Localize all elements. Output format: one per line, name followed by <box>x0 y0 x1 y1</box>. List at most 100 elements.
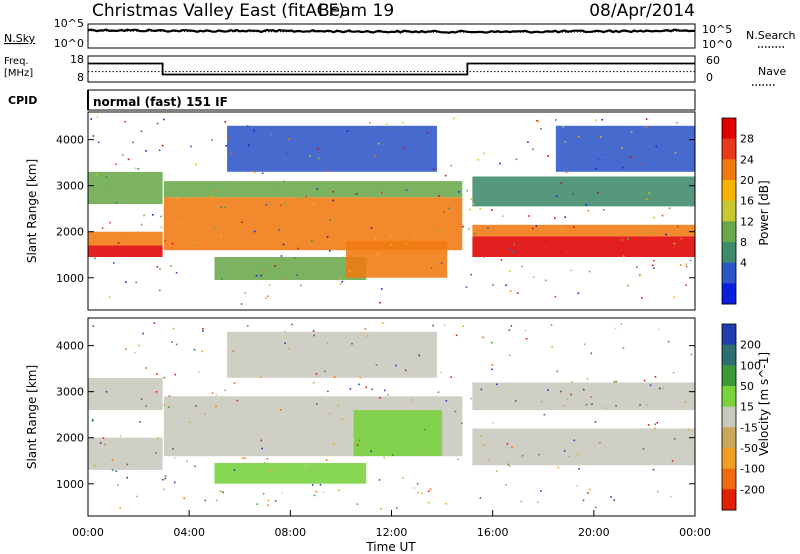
power-speckle-dot <box>228 137 230 139</box>
velocity-speckle-dot <box>371 388 373 391</box>
power-speckle-dot <box>329 219 331 221</box>
velocity-speckle-dot <box>315 373 318 375</box>
velocity-speckle-dot <box>145 405 147 407</box>
power-speckle-dot <box>282 180 285 182</box>
velocity-speckle-dot <box>496 447 499 449</box>
velocity-speckle-dot <box>202 330 204 332</box>
power-colorbar-swatch-1 <box>722 138 736 160</box>
power-speckle-dot <box>555 119 557 121</box>
power-speckle-dot <box>598 158 601 161</box>
velocity-speckle-dot <box>145 367 147 369</box>
power-speckle-dot <box>156 266 159 268</box>
velocity-speckle-dot <box>232 350 235 352</box>
power-colorbar-tick-3: 16 <box>740 195 754 208</box>
velocity-speckle-dot <box>671 460 674 462</box>
power-speckle-dot <box>679 264 682 266</box>
power-speckle-dot <box>570 269 573 272</box>
power-speckle-dot <box>562 126 565 128</box>
velocity-speckle-dot <box>153 322 156 324</box>
velocity-speckle-dot <box>658 328 660 331</box>
x-tick-label-0: 00:00 <box>72 526 104 539</box>
power-speckle-dot <box>132 141 134 144</box>
velocity-speckle-dot <box>387 393 389 396</box>
power-speckle-dot <box>405 242 407 245</box>
power-speckle-dot <box>513 243 516 246</box>
power-speckle-dot <box>267 295 269 297</box>
freq-series <box>88 62 695 76</box>
velocity-speckle-dot <box>341 418 343 420</box>
velocity-speckle-dot <box>688 440 690 442</box>
x-axis-label: Time UT <box>365 540 416 554</box>
velocity-colorbar-frame <box>721 323 737 511</box>
velocity-speckle-dot <box>654 376 657 378</box>
power-speckle-dot <box>265 297 267 299</box>
velocity-speckle-dot <box>364 328 367 330</box>
noise-panel: N.Sky 10^5 10^0 10^5 10^0 N.Search <box>4 17 796 51</box>
power-colorbar-swatch-6 <box>722 242 736 264</box>
velocity-speckle-dot <box>404 369 407 372</box>
power-speckle-dot <box>527 141 529 143</box>
velocity-bands-band-0 <box>88 437 163 470</box>
velocity-speckle-dot <box>563 405 566 407</box>
power-speckle-dot <box>604 154 607 156</box>
power-speckle-dot <box>360 256 363 258</box>
power-speckle-dot <box>283 202 286 205</box>
velocity-y-axis-label: Slant Range [km] <box>25 365 39 469</box>
velocity-speckle-dot <box>487 459 490 462</box>
power-speckle-dot <box>426 132 428 134</box>
velocity-speckle-dot <box>381 322 384 324</box>
velocity-speckle-dot <box>202 328 204 330</box>
freq-line <box>88 62 695 76</box>
power-speckle-dot <box>177 197 179 200</box>
power-speckle-dot <box>465 286 468 288</box>
velocity-speckle-dot <box>164 477 167 480</box>
velocity-colorbar-tick-0: 200 <box>740 339 761 352</box>
power-speckle-dot <box>438 195 440 197</box>
velocity-y-ticks-label-2000: 2000 <box>56 432 84 445</box>
velocity-speckle-dot <box>211 392 214 394</box>
velocity-speckle-dot <box>395 507 398 509</box>
power-speckle-dot <box>540 128 542 130</box>
velocity-speckle-dot <box>319 484 322 486</box>
power-speckle-dot <box>105 183 108 186</box>
velocity-speckle-dot <box>540 490 542 492</box>
power-speckle-dot <box>135 281 137 284</box>
velocity-speckle-dot <box>582 388 585 391</box>
x-tick-label-4: 16:00 <box>477 526 509 539</box>
power-speckle-dot <box>509 270 511 272</box>
power-y-ticks: 1000 2000 3000 4000 <box>56 134 695 285</box>
power-speckle-dot <box>661 214 664 217</box>
power-speckle-dot <box>636 266 638 268</box>
velocity-speckle-dot <box>155 452 157 454</box>
velocity-speckle-dot <box>195 405 197 407</box>
power-speckle-dot <box>286 152 288 155</box>
power-speckle-dot <box>211 139 213 141</box>
power-speckle-dot <box>655 145 657 148</box>
power-speckle-dot <box>645 198 648 201</box>
velocity-speckle-dot <box>445 426 447 428</box>
velocity-speckle-dot <box>424 428 426 431</box>
power-speckle-dot <box>177 222 180 225</box>
velocity-speckle-dot <box>480 388 483 391</box>
velocity-speckle-dot <box>326 342 329 344</box>
velocity-speckle-dot <box>508 354 511 357</box>
power-speckle-dot <box>514 252 517 254</box>
power-speckle-dot <box>263 270 265 273</box>
velocity-speckle-dot <box>280 409 282 411</box>
power-colorbar-tick-6: 4 <box>740 257 747 270</box>
power-speckle-dot <box>237 180 239 183</box>
power-speckle-dot <box>645 126 648 128</box>
power-speckle-dot <box>649 231 652 234</box>
power-speckle-dot <box>450 164 452 167</box>
power-speckle-dot <box>595 167 598 170</box>
velocity-speckle-dot <box>454 410 457 413</box>
velocity-speckle-dot <box>450 376 452 378</box>
velocity-speckle-dot <box>167 406 170 408</box>
velocity-speckle-dot <box>163 488 165 491</box>
power-speckle-dot <box>630 131 633 133</box>
velocity-speckle-dot <box>246 325 249 327</box>
velocity-speckle-dot <box>325 459 328 461</box>
cpid-value: normal (fast) 151 IF <box>93 95 228 109</box>
power-speckle-dot <box>533 276 535 278</box>
power-speckle-dot <box>156 122 159 125</box>
